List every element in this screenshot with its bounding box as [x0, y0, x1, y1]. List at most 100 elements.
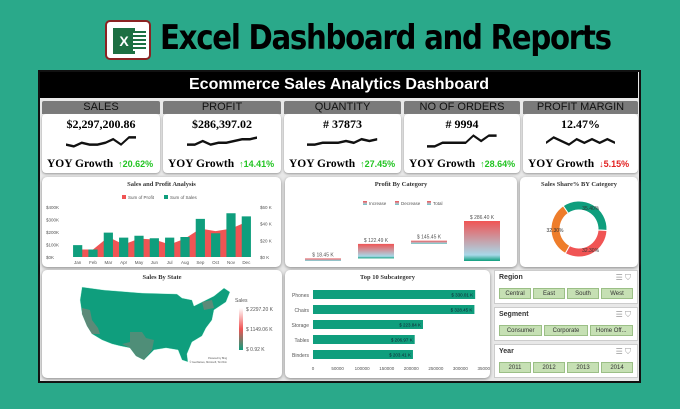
kpi-value: 12.47%	[561, 117, 600, 131]
legend-label: Sum of Profit	[128, 195, 155, 200]
bar-binders	[313, 350, 413, 359]
data-label: $ 223.84 K	[399, 323, 421, 328]
waterfall-bar	[305, 258, 341, 261]
multi-select-icon[interactable]: ☰	[615, 310, 623, 319]
slicer-region: Region ☰ ⛉ Central East South West	[494, 270, 638, 304]
x-tick: Apr	[120, 260, 128, 265]
yoy-label: YOY Growth	[409, 158, 476, 170]
x-tick: Feb	[89, 260, 97, 265]
slicer-item[interactable]: Home Off...	[589, 325, 633, 336]
waterfall-bar	[464, 221, 500, 261]
slicer-title: Year	[499, 348, 514, 355]
svg-text:Powered by Bing: Powered by Bing	[208, 357, 228, 360]
kpi-value: # 37873	[323, 117, 362, 131]
y2-tick: $0 K	[260, 255, 269, 260]
legend-swatch	[363, 201, 367, 205]
chart-title: Top 10 Subcategory	[359, 274, 416, 281]
svg-text:$ 2297.20 K: $ 2297.20 K	[246, 307, 274, 313]
x-tick: Nov	[227, 260, 236, 265]
kpi-card-profit: $286,397.02 YOY Growth ↑14.41%	[163, 114, 281, 173]
slicer-item[interactable]: 2011	[499, 362, 531, 373]
multi-select-icon[interactable]: ☰	[615, 347, 623, 356]
slicer-item[interactable]: 2012	[533, 362, 565, 373]
y-tick: $200K	[46, 230, 59, 235]
yoy-growth: ↑20.62%	[118, 159, 154, 169]
donut-slice	[550, 205, 571, 255]
y2-tick: $40 K	[260, 222, 272, 227]
sales-bar-jan	[73, 245, 83, 257]
slicer-item[interactable]: West	[601, 288, 633, 299]
bar-tables	[313, 335, 415, 344]
bar-storage	[313, 320, 424, 329]
multi-select-icon[interactable]: ☰	[615, 273, 623, 282]
slicer-item[interactable]: South	[567, 288, 599, 299]
sales-bar-jul	[165, 237, 175, 257]
profit-area	[77, 222, 247, 257]
x-tick: Oct	[212, 260, 220, 265]
yoy-growth: ↑27.45%	[360, 159, 396, 169]
excel-logo-letter: X	[113, 28, 135, 54]
texas	[122, 332, 154, 360]
yoy-growth: ↓5.15%	[599, 159, 630, 169]
y2-tick: $20 K	[260, 238, 272, 243]
data-label: $ 330.01 K	[451, 293, 473, 298]
clear-filter-icon[interactable]: ⛉	[625, 273, 631, 282]
profit-by-category-chart: Profit By Category Increase Decrease Total…	[285, 177, 517, 267]
sales-by-state-map: Sales By State Sales $ 2297.20 K $ 1149.…	[42, 270, 282, 378]
category-label: Chairs	[295, 308, 310, 314]
chart-title: Sales By State	[142, 274, 182, 281]
x-tick: Jul	[167, 260, 173, 265]
y2-tick: $60 K	[260, 205, 272, 210]
kpi-card-sales: $2,297,200.86 YOY Growth ↑20.62%	[42, 114, 160, 173]
kpi-header: NO OF ORDERS	[404, 101, 520, 114]
kpi-value: # 9994	[445, 117, 479, 131]
x-tick: Mar	[104, 260, 112, 265]
legend-swatch	[164, 195, 168, 199]
x-tick: Jan	[74, 260, 82, 265]
x-tick: 200000	[404, 366, 420, 371]
slicer-item[interactable]: East	[533, 288, 565, 299]
yoy-growth: ↑28.64%	[480, 159, 516, 169]
y-tick: $400K	[46, 205, 59, 210]
kpi-card-quantity: # 37873 YOY Growth ↑27.45%	[284, 114, 401, 173]
clear-filter-icon[interactable]: ⛉	[625, 310, 631, 319]
banner-title: Excel Dashboard and Reports	[160, 18, 612, 58]
x-tick: 50000	[331, 366, 344, 371]
clear-filter-icon[interactable]: ⛉	[625, 347, 631, 356]
data-label: $ 286.40 K	[470, 215, 495, 221]
data-label: $ 203.41 K	[389, 353, 411, 358]
chart-title: Sales and Profit Analysis	[127, 181, 196, 188]
data-label: $ 145.45 K	[417, 235, 442, 241]
sales-share-chart: Sales Share% BY Category 35.40% 32.30% 32.…	[520, 177, 638, 267]
slice-label: 32.30%	[547, 228, 565, 234]
slicer-item[interactable]: Central	[499, 288, 531, 299]
top-subcategory-chart: Top 10 Subcategory Phones $ 330.01 K Chair…	[285, 270, 490, 378]
svg-text:© GeoNames, Microsoft, TomTom: © GeoNames, Microsoft, TomTom	[190, 361, 228, 364]
slicer-item[interactable]: 2013	[567, 362, 599, 373]
category-label: Phones	[292, 293, 309, 299]
x-tick: May	[135, 260, 144, 265]
slicer-item[interactable]: Corporate	[544, 325, 588, 336]
legend-swatch	[122, 195, 126, 199]
sparkline	[65, 136, 137, 148]
yoy-label: YOY Growth	[47, 158, 114, 170]
slice-label: 35.40%	[582, 206, 600, 212]
category-label: Binders	[292, 353, 309, 359]
chart-title: Profit By Category	[374, 181, 428, 188]
kpi-card-no-of-orders: # 9994 YOY Growth ↑28.64%	[404, 114, 520, 173]
sales-bar-sep	[195, 218, 205, 257]
legend-label: Decrease	[401, 201, 421, 206]
kpi-header: QUANTITY	[284, 101, 401, 114]
sales-bar-dec	[241, 216, 251, 257]
x-tick: Sep	[196, 260, 205, 265]
legend-label: Increase	[369, 201, 387, 206]
slicer-item[interactable]: Consumer	[499, 325, 543, 336]
waterfall-bar	[411, 240, 447, 244]
yoy-growth: ↑14.41%	[239, 159, 275, 169]
kpi-value: $286,397.02	[192, 117, 252, 131]
legend-label: Total	[433, 201, 443, 206]
data-label: $ 206.97 K	[391, 338, 413, 343]
category-label: Tables	[295, 338, 310, 344]
sparkline	[186, 136, 258, 146]
slicer-item[interactable]: 2014	[601, 362, 633, 373]
